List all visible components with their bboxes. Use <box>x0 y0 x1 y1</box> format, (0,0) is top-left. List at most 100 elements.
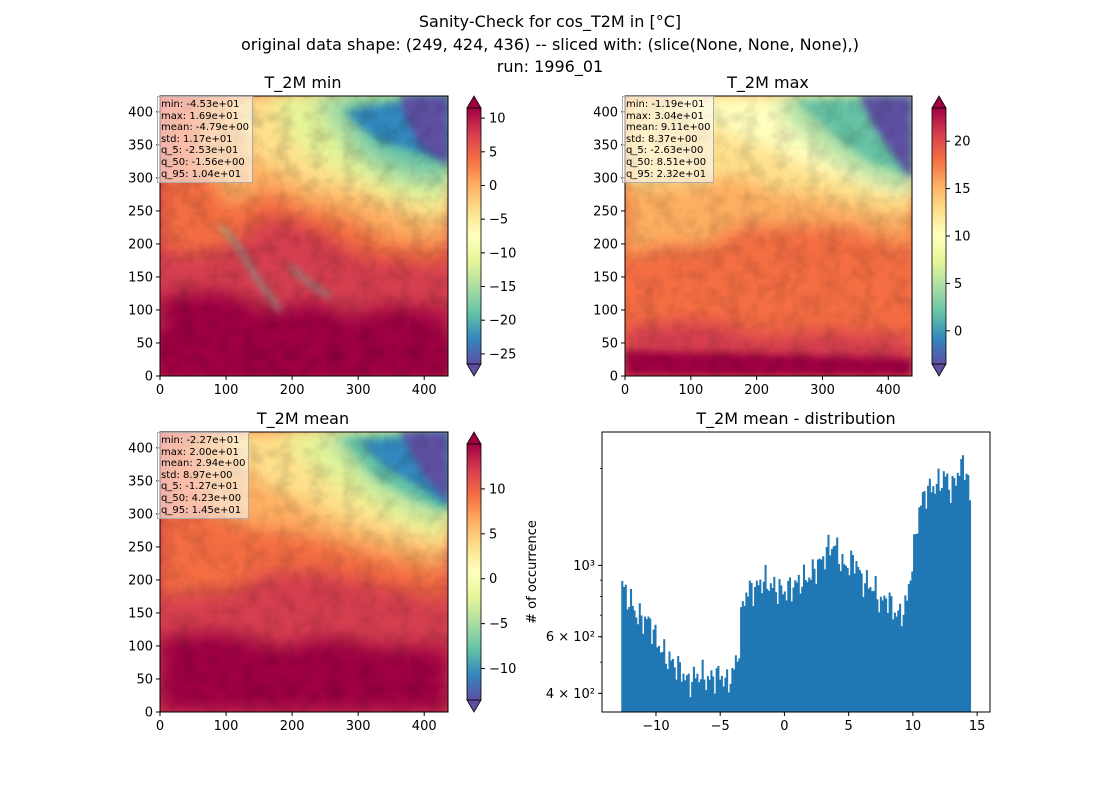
x-tick-label: 0 <box>156 383 164 398</box>
y-tick-label: 150 <box>128 606 153 621</box>
histogram-bar <box>626 609 629 712</box>
histogram-bar <box>900 626 903 712</box>
histogram-bar <box>928 478 931 712</box>
x-tick-label: 100 <box>214 719 239 734</box>
histogram-bar <box>825 547 828 712</box>
panel-max-stats: min: -1.19e+01 max: 3.04e+01 mean: 9.11e… <box>622 96 715 184</box>
y-tick-label: 300 <box>128 507 153 522</box>
histogram-bar <box>801 586 804 712</box>
stat-line: q_95: 1.04e+01 <box>161 168 242 180</box>
histogram-bar <box>846 567 849 712</box>
histogram-bar <box>923 490 926 712</box>
histogram-bar <box>726 669 729 712</box>
colorbar-gradient <box>466 443 482 701</box>
histogram-bar <box>706 676 709 712</box>
stat-line: max: 3.04e+01 <box>626 110 704 122</box>
panel-max-axis-ticks: 0 100 200 300 400 0 50 100 150 200 250 300 350 400 <box>593 105 901 398</box>
colorbar-extend-min <box>466 699 482 713</box>
histogram-bar <box>958 475 961 712</box>
stat-line: q_95: 2.32e+01 <box>626 168 707 180</box>
histogram-bar <box>944 476 947 712</box>
histogram-bar <box>731 668 734 712</box>
histogram-panel: T_2M mean - distribution # of occurrence… <box>525 409 991 734</box>
stat-line: max: 1.69e+01 <box>161 110 239 122</box>
histogram-bar <box>789 577 792 712</box>
histogram-bar <box>776 603 779 712</box>
histogram-bar <box>895 616 898 712</box>
colorbar-extend-max <box>931 95 947 109</box>
histogram-bar <box>727 692 730 712</box>
panel-min: T_2M min 0 100 200 300 400050100150200250300… <box>128 73 516 398</box>
histogram-bar <box>762 581 765 712</box>
histogram-bar <box>804 580 807 712</box>
colorbar-tick-label: 5 <box>954 277 962 292</box>
histogram-bar <box>738 658 741 712</box>
colorbar-extend-min <box>466 363 482 377</box>
histogram-bar <box>860 573 863 712</box>
histogram-bar <box>960 459 963 712</box>
histogram-bar <box>948 489 951 712</box>
histogram-bar <box>935 483 938 712</box>
colorbar-gradient <box>466 107 482 365</box>
histogram-bar <box>815 583 818 712</box>
histogram-bar <box>766 589 769 712</box>
histogram-x-tick-label: −10 <box>642 719 669 734</box>
histogram-title: T_2M mean - distribution <box>695 409 895 429</box>
y-tick-label: 250 <box>128 540 153 555</box>
histogram-bar <box>879 596 882 712</box>
histogram-bar <box>785 600 788 712</box>
histogram-bar <box>745 592 748 712</box>
histogram-bar <box>635 617 638 712</box>
x-tick-label: 0 <box>621 383 629 398</box>
histogram-bar <box>941 488 944 712</box>
figure-title-line-3: run: 1996_01 <box>496 57 604 76</box>
histogram-bar <box>809 579 813 712</box>
histogram-bar <box>968 500 972 712</box>
histogram-bar <box>939 490 942 712</box>
stat-line: mean: 9.11e+00 <box>626 122 711 134</box>
histogram-bar <box>813 568 816 712</box>
histogram-bar <box>691 681 694 712</box>
histogram-bar <box>911 571 914 712</box>
histogram-bar <box>893 612 896 712</box>
histogram-bar <box>664 663 668 712</box>
colorbar-tick-label: −25 <box>489 347 516 362</box>
histogram-bar <box>904 595 907 712</box>
histogram-bar <box>799 593 802 712</box>
panel-max: T_2M max 0 100 200 300 400050100150200250300… <box>593 73 970 398</box>
panel-max-title: T_2M max <box>726 73 809 93</box>
histogram-bar <box>829 555 832 712</box>
stat-line: std: 1.17e+01 <box>161 133 233 145</box>
y-tick-label: 50 <box>136 336 153 351</box>
histogram-y-tick-label: 4 × 10² <box>546 687 595 702</box>
histogram-bar <box>699 679 702 712</box>
colorbar-tick-label: 0 <box>954 324 962 339</box>
x-tick-label: 400 <box>412 719 437 734</box>
stat-line: q_5: -2.63e+00 <box>626 145 704 157</box>
histogram-x-tick-label: 5 <box>845 719 853 734</box>
stat-line: min: -2.27e+01 <box>161 435 240 446</box>
colorbar-tick-label: 5 <box>489 145 497 160</box>
histogram-ylabel: # of occurrence <box>525 520 540 624</box>
figure-title-line-1: Sanity-Check for cos_T2M in [°C] <box>418 12 682 31</box>
histogram-bar <box>872 590 875 712</box>
histogram-bar <box>692 666 695 712</box>
x-tick-label: 300 <box>346 383 371 398</box>
histogram-bar <box>876 599 879 712</box>
histogram-bar <box>645 619 648 712</box>
histogram-bar <box>886 613 889 712</box>
histogram-x-tick-label: −5 <box>711 719 730 734</box>
colorbar-tick-label: 10 <box>489 112 506 127</box>
histogram-bar <box>897 610 900 712</box>
histogram-bar <box>874 575 877 712</box>
histogram-bar <box>696 673 699 712</box>
stat-line: mean: -4.79e+00 <box>161 122 250 134</box>
histogram-bar <box>778 579 781 712</box>
histogram-bar <box>652 629 655 712</box>
histogram-bar <box>818 558 821 712</box>
histogram-bar <box>794 580 797 712</box>
histogram-bar <box>942 471 945 712</box>
histogram-bar <box>832 546 835 712</box>
stat-line: std: 8.37e+00 <box>626 133 698 145</box>
